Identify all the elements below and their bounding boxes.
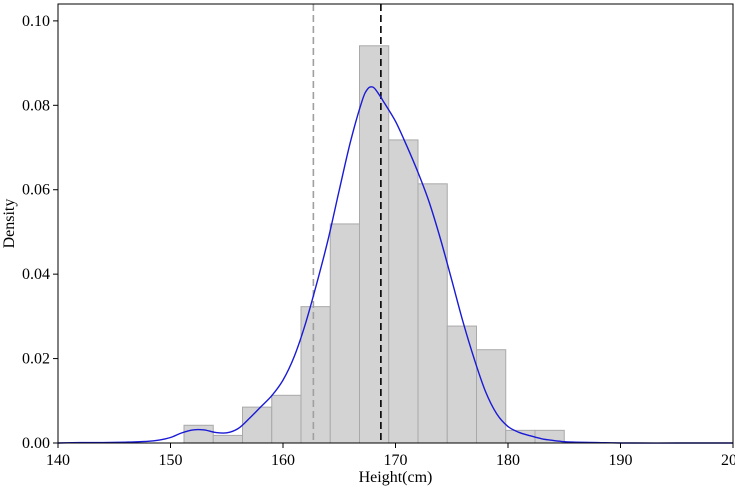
x-tick-label: 180 (496, 452, 520, 469)
histogram-bar (388, 139, 419, 444)
y-tick-label: 0.02 (22, 351, 50, 368)
y-tick-label: 0.10 (22, 13, 50, 30)
x-tick-label: 190 (609, 452, 633, 469)
y-axis-title: Density (1, 199, 18, 249)
reference-lines (312, 4, 382, 443)
histogram-bar (271, 394, 302, 444)
histogram-bars (183, 45, 565, 444)
y-tick-label: 0.00 (22, 435, 50, 452)
y-tick-label: 0.08 (22, 97, 50, 114)
x-tick-label: 160 (271, 452, 295, 469)
y-tick-label: 0.06 (22, 182, 50, 199)
histogram-bar (417, 183, 448, 444)
histogram-bar (329, 223, 360, 444)
histogram-bar (300, 306, 331, 444)
histogram-bar (446, 325, 477, 444)
histogram-bar (359, 45, 390, 444)
y-axis-ticks: 0.00 0.02 0.04 0.06 0.08 0.10 (22, 13, 58, 452)
histogram-bar (183, 424, 214, 444)
x-tick-label: 170 (384, 452, 408, 469)
x-axis-ticks: 140 150 160 170 180 190 200 (46, 443, 735, 469)
histogram-bar (242, 406, 273, 444)
x-tick-label: 200 (721, 452, 735, 469)
y-tick-label: 0.04 (22, 266, 50, 283)
density-curve (57, 86, 733, 444)
histogram-bar (212, 434, 243, 444)
x-tick-label: 140 (46, 452, 70, 469)
histogram-bar (476, 349, 507, 444)
x-tick-label: 150 (159, 452, 183, 469)
x-axis-title: Height(cm) (359, 469, 433, 486)
